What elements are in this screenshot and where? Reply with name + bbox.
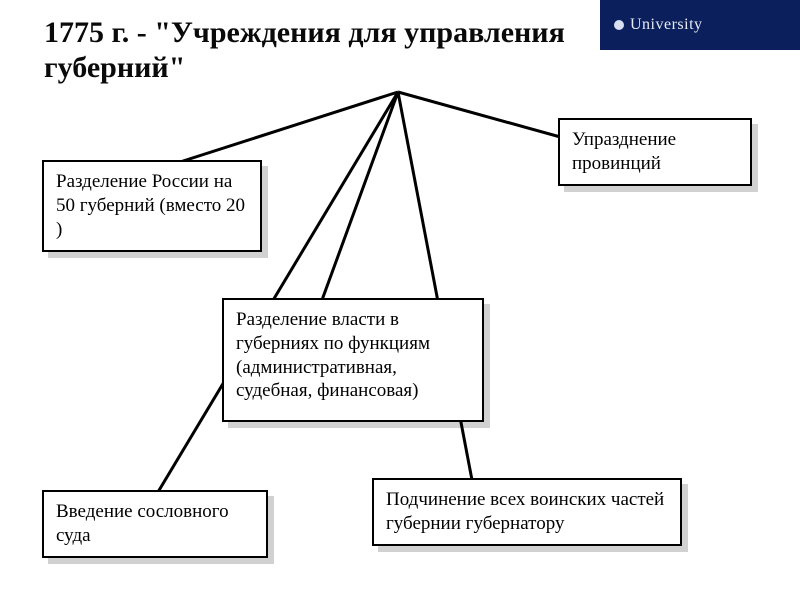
reform-box-estate-court: Введение сословного суда bbox=[42, 490, 268, 558]
slide-root: University 1775 г. - "Учреждения для упр… bbox=[0, 0, 800, 600]
reform-box-military-subordination: Подчинение всех воинских частей губернии… bbox=[372, 478, 682, 546]
reform-box-division-50: Разделение России на 50 губерний (вместо… bbox=[42, 160, 262, 252]
box-text: Разделение власти в губерниях по функция… bbox=[236, 309, 430, 401]
box-text: Разделение России на 50 губерний (вместо… bbox=[56, 171, 245, 240]
box-text: Введение сословного суда bbox=[56, 501, 229, 546]
box-text: Упразднение провинций bbox=[572, 129, 676, 174]
reform-box-power-division: Разделение власти в губерниях по функция… bbox=[222, 298, 484, 422]
reform-box-abolish-provinces: Упразднение провинций bbox=[558, 118, 752, 186]
box-text: Подчинение всех воинских частей губернии… bbox=[386, 489, 664, 534]
